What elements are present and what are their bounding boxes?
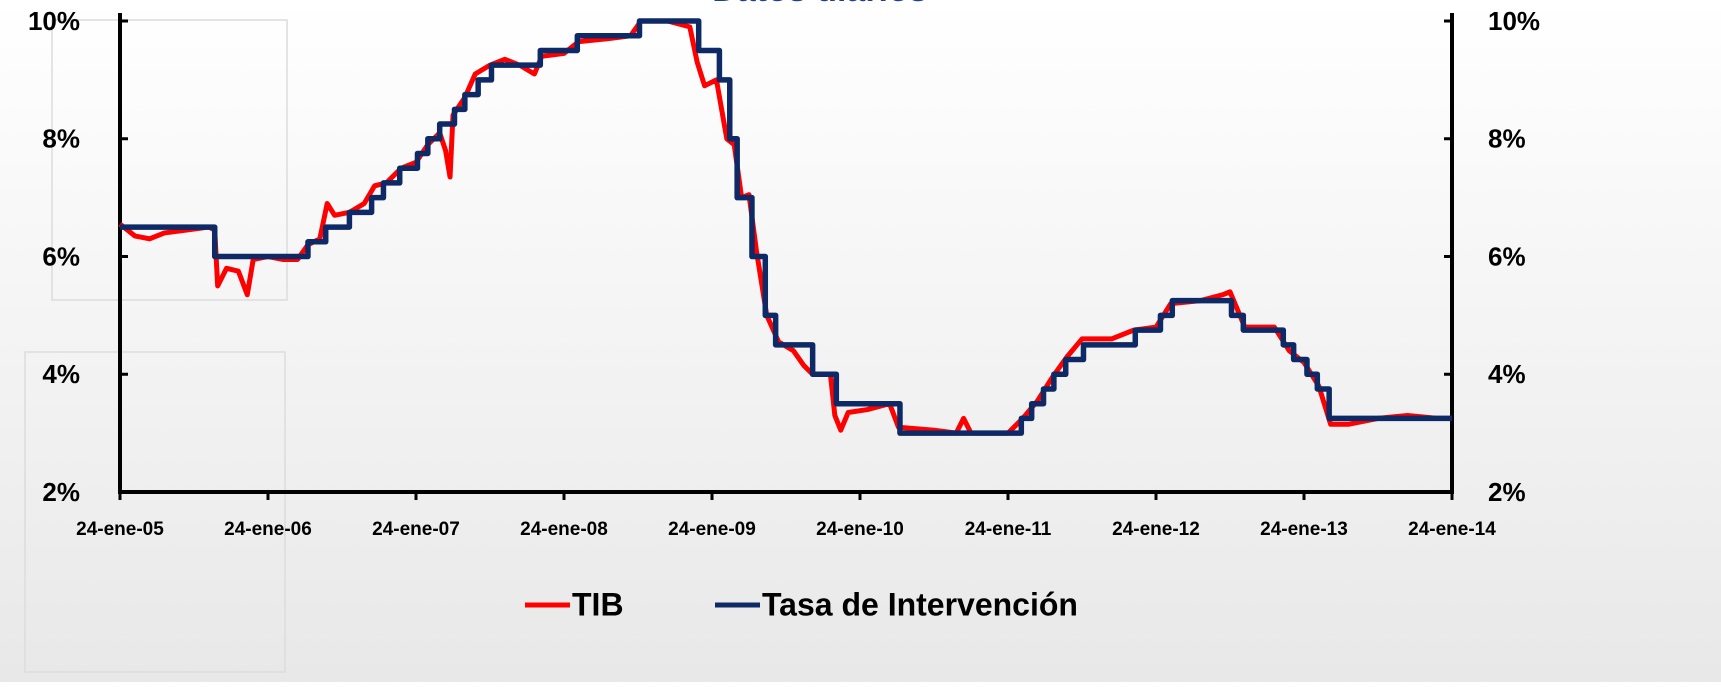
legend-label: Tasa de Intervención bbox=[762, 586, 1078, 622]
y-tick-label: 2% bbox=[42, 477, 80, 507]
x-tick-label: 24-ene-13 bbox=[1260, 519, 1348, 540]
decor-frame bbox=[51, 19, 288, 301]
y2-tick-label: 2% bbox=[1488, 477, 1526, 507]
y-tick-label: 6% bbox=[42, 241, 80, 271]
plot-area: 2% 2% 4% 4% 6% 6% 8% 8% 10% 10% 24-ene-05 24-ene-06… bbox=[28, 6, 1540, 540]
x-tick-label: 24-ene-11 bbox=[965, 519, 1052, 540]
x-tick-label: 24-ene-05 bbox=[76, 519, 164, 540]
y2-tick-label: 10% bbox=[1488, 6, 1540, 36]
x-tick-label: 24-ene-14 bbox=[1408, 519, 1496, 540]
x-tick-label: 24-ene-08 bbox=[520, 519, 608, 540]
legend-label: TIB bbox=[572, 586, 624, 622]
series-line bbox=[120, 18, 1452, 436]
y2-tick-label: 8% bbox=[1488, 124, 1526, 154]
x-tick-label: 24-ene-06 bbox=[224, 519, 312, 540]
decor-frame bbox=[24, 351, 286, 673]
y-tick-label: 8% bbox=[42, 124, 80, 154]
x-tick-label: 24-ene-09 bbox=[668, 519, 756, 540]
x-tick-label: 24-ene-07 bbox=[372, 519, 460, 540]
series-line bbox=[118, 18, 1452, 436]
y-tick-label: 4% bbox=[42, 359, 80, 389]
chart-title: Datos diarios bbox=[712, 0, 927, 9]
y2-tick-label: 6% bbox=[1488, 241, 1526, 271]
y2-tick-label: 4% bbox=[1488, 359, 1526, 389]
x-tick-label: 24-ene-10 bbox=[816, 519, 904, 540]
y-tick-label: 10% bbox=[28, 6, 80, 36]
x-tick-label: 24-ene-12 bbox=[1112, 519, 1200, 540]
